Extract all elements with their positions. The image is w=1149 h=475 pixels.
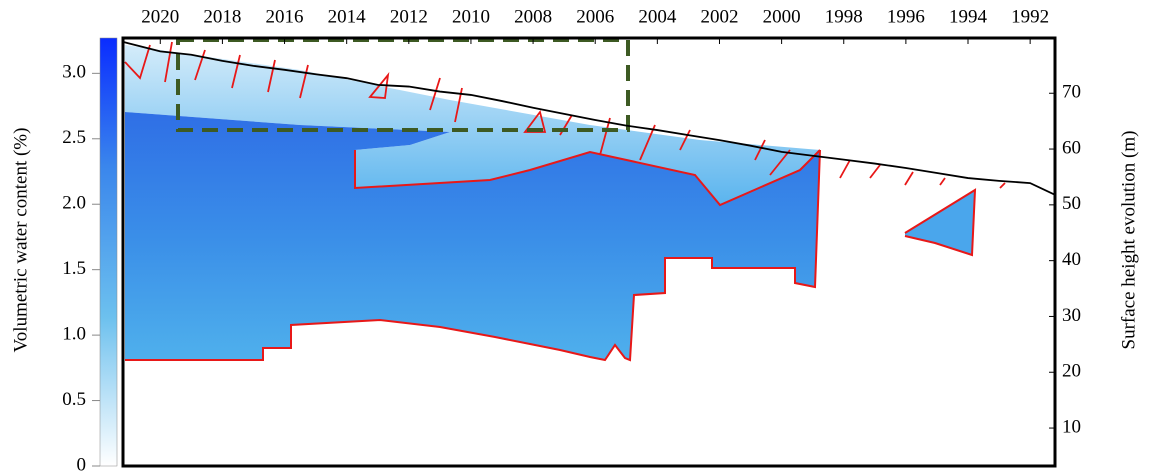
surface-line: [122, 41, 1056, 196]
x-tick-label: 2020: [141, 6, 179, 27]
y2-axis-label: Surface height evolution (m): [1118, 131, 1139, 350]
colorbar-tick-label: 1.0: [62, 323, 86, 344]
x-tick-label: 2006: [576, 6, 614, 27]
x-tick-label: 2012: [390, 6, 428, 27]
x-tick-label: 2002: [700, 6, 738, 27]
y2-tick-label: 70: [1062, 82, 1081, 103]
x-tick-label: 2008: [514, 6, 552, 27]
y2-tick-label: 40: [1062, 249, 1081, 270]
colorbar-tick-label: 0.5: [62, 389, 86, 410]
y2-tick-label: 50: [1062, 193, 1081, 214]
x-tick-label: 2004: [638, 6, 677, 27]
plot-frame: [121, 36, 1057, 468]
x-tick-label: 1998: [825, 6, 863, 27]
colorbar-tick-label: 1.5: [62, 258, 86, 279]
y2-tick-label: 20: [1062, 361, 1081, 382]
x-tick-label: 1994: [949, 6, 988, 27]
highlight-box: [176, 38, 630, 132]
y2-tick-label: 30: [1062, 305, 1081, 326]
colorbar-tick-label: 3.0: [62, 62, 86, 83]
water-content-field: [124, 41, 1006, 362]
x-tick-label: 1992: [1011, 6, 1049, 27]
colorbar-label: Volumetric water content (%): [10, 128, 31, 353]
y2-tick-label: 60: [1062, 137, 1081, 158]
x-tick-label: 2018: [203, 6, 241, 27]
x-tick-label: 2000: [763, 6, 801, 27]
colorbar: [99, 37, 118, 467]
y2-tick-label: 10: [1062, 416, 1081, 437]
x-tick-label: 2016: [266, 6, 304, 27]
colorbar-tick-label: 2.0: [62, 193, 86, 214]
colorbar-tick-label: 0: [77, 454, 87, 475]
colorbar-tick-label: 2.5: [62, 127, 86, 148]
x-tick-label: 1996: [887, 6, 925, 27]
x-tick-label: 2010: [452, 6, 490, 27]
x-tick-label: 2014: [328, 6, 367, 27]
